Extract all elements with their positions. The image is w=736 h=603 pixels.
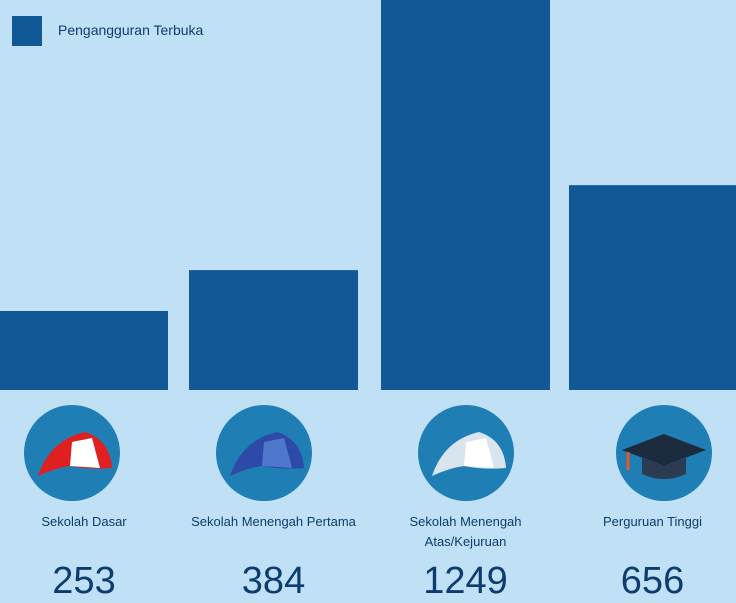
value-label: 384: [189, 560, 359, 603]
legend-label: Pengangguran Terbuka: [58, 22, 203, 38]
bar: [0, 311, 168, 390]
value-label: 656: [568, 560, 736, 603]
bar: [569, 185, 736, 390]
icons: [24, 405, 712, 501]
value-label: 1249: [381, 560, 551, 603]
legend-swatch: [12, 16, 42, 46]
category-label: Perguruan Tinggi: [568, 512, 736, 532]
category-label: Sekolah Dasar: [0, 512, 169, 532]
bar: [381, 0, 550, 390]
value-label: 253: [0, 560, 169, 603]
category-label: Sekolah Menengah Pertama: [189, 512, 359, 532]
bar: [189, 270, 358, 390]
category-label: Sekolah Menengah Atas/Kejuruan: [381, 512, 551, 552]
